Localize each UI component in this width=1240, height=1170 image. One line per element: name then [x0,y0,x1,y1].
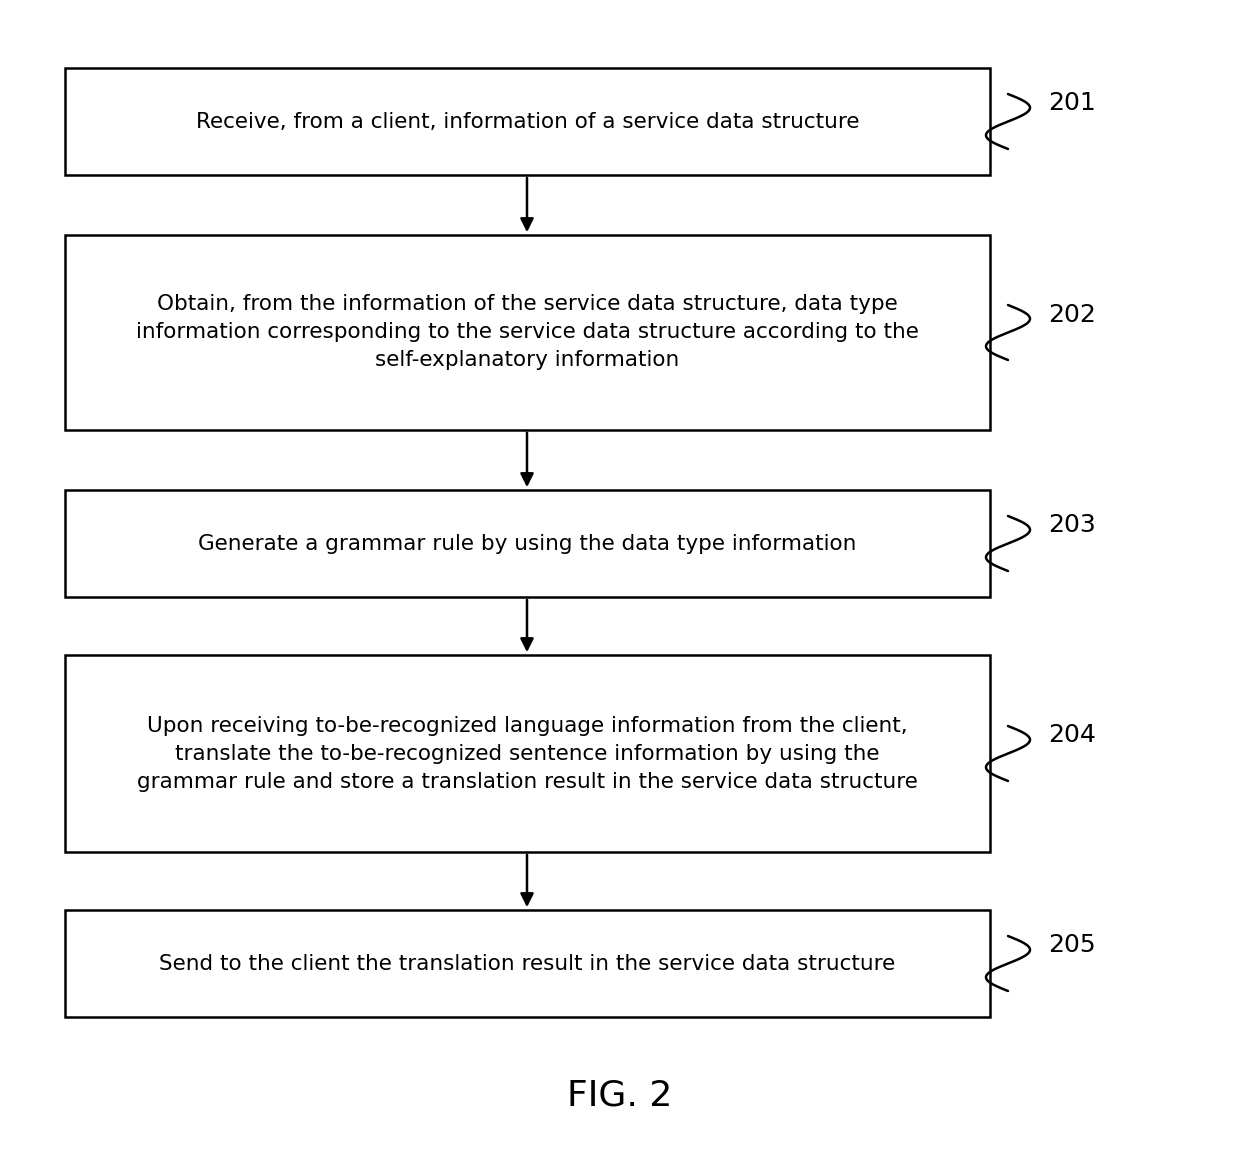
Bar [64,910,990,1017]
Text: 205: 205 [1048,934,1096,957]
Text: 202: 202 [1048,303,1096,326]
Text: 201: 201 [1048,91,1096,116]
Bar [64,68,990,176]
Text: Generate a grammar rule by using the data type information: Generate a grammar rule by using the dat… [198,534,857,553]
Bar [64,655,990,852]
Text: Receive, from a client, information of a service data structure: Receive, from a client, information of a… [196,111,859,131]
Text: 204: 204 [1048,723,1096,748]
Text: FIG. 2: FIG. 2 [568,1078,672,1111]
Bar [64,490,990,597]
Text: Send to the client the translation result in the service data structure: Send to the client the translation resul… [160,954,895,973]
Text: Obtain, from the information of the service data structure, data type
informatio: Obtain, from the information of the serv… [136,295,919,371]
Text: Upon receiving to-be-recognized language information from the client,
translate : Upon receiving to-be-recognized language… [138,716,918,791]
Bar [64,235,990,431]
Text: 203: 203 [1048,514,1096,537]
